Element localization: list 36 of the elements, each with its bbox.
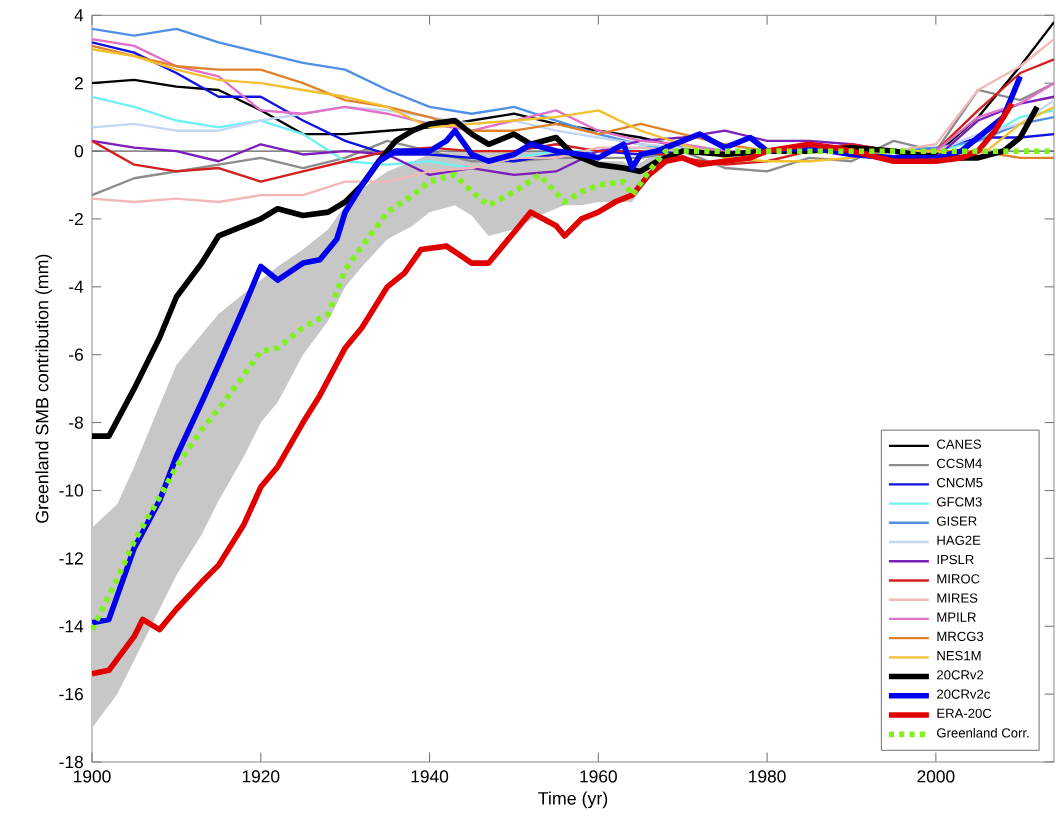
legend-label: GISER <box>937 516 977 526</box>
legend-label: IPSLR <box>937 554 974 565</box>
legend-label: 20CRv2c <box>937 689 990 699</box>
legend-label: NES1M <box>937 650 981 661</box>
legend-label: 20CRv2 <box>937 670 984 680</box>
x-axis-title: Time (yr) <box>538 791 608 809</box>
y-tick-label: -14 <box>59 620 84 633</box>
legend-label: CANES <box>937 439 981 449</box>
y-tick-label: -2 <box>69 212 83 225</box>
legend-label: CNCM5 <box>937 477 983 488</box>
y-tick-label: -4 <box>69 280 84 293</box>
x-tick-label: 1900 <box>74 770 111 783</box>
y-tick-label: 0 <box>74 144 84 158</box>
x-tick-label: 1960 <box>580 770 617 783</box>
x-tick-label: 1940 <box>411 770 449 783</box>
y-axis-title: Greenland SMB contribution (mm) <box>35 254 52 523</box>
legend-label: GFCM3 <box>937 497 982 507</box>
legend-label: HAG2E <box>937 535 981 545</box>
y-tick-label: -6 <box>69 348 83 361</box>
y-tick-label: -10 <box>59 484 84 497</box>
y-tick-label: 2 <box>74 77 83 90</box>
legend-label: Greenland Corr. <box>937 727 1029 738</box>
x-tick-label: 2000 <box>917 770 955 783</box>
legend-label: ERA-20C <box>937 708 992 718</box>
legend-label: MPILR <box>937 612 976 622</box>
x-tick-label: 1980 <box>749 770 786 783</box>
y-tick-label: -16 <box>59 687 83 701</box>
x-tick-label: 1920 <box>242 770 280 783</box>
y-tick-label: -18 <box>59 755 83 769</box>
y-tick-label: -12 <box>59 552 83 565</box>
legend-label: MIROC <box>937 574 980 584</box>
y-tick-label: 4 <box>74 9 84 22</box>
y-tick-label: -8 <box>69 416 83 429</box>
legend-label: MIRES <box>937 593 978 603</box>
legend-label: CCSM4 <box>937 458 982 469</box>
legend-label: MRCG3 <box>937 631 984 642</box>
